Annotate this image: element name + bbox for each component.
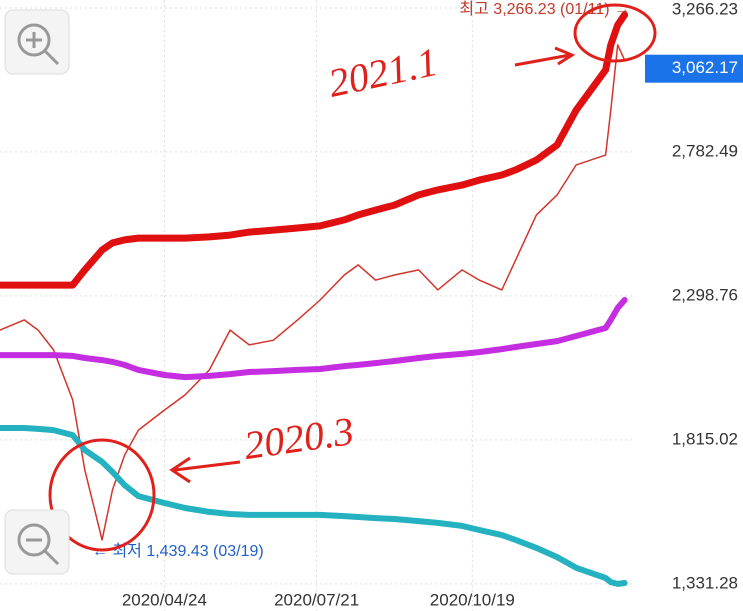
hand-circle xyxy=(48,438,156,552)
zoom-out-button[interactable] xyxy=(4,509,70,575)
series-line xyxy=(0,11,629,289)
zoom-in[interactable] xyxy=(4,9,70,75)
hand-note: 2021.1 xyxy=(324,39,441,106)
x-tick-label: 2020/04/24 xyxy=(122,590,207,609)
y-tick-label: 3,266.23 xyxy=(672,0,738,18)
high-note: 최고 3,266.23 (01/11) → xyxy=(459,0,630,18)
last-price-label: 3,062.17 xyxy=(672,58,738,77)
zoom-in-button[interactable] xyxy=(4,9,70,75)
zoom-icon xyxy=(26,538,60,566)
low-note: ← 최저 1,439.43 (03/19) xyxy=(92,542,264,560)
y-tick-label: 2,782.49 xyxy=(672,141,738,160)
series-line xyxy=(0,44,626,541)
zoom-out[interactable] xyxy=(4,509,70,575)
hand-arrow xyxy=(169,456,241,484)
hand-arrow xyxy=(514,46,576,67)
zoom-icon xyxy=(17,523,51,557)
zoom-icon xyxy=(26,32,60,66)
hand-note: 2020.3 xyxy=(241,408,356,468)
y-tick-label: 2,298.76 xyxy=(672,285,738,304)
y-tick-label: 1,815.02 xyxy=(672,429,738,448)
y-tick-label: 1,331.28 xyxy=(672,573,738,592)
last-price-box xyxy=(645,54,743,83)
series-line xyxy=(0,297,628,381)
zoom-icon xyxy=(17,23,51,57)
x-tick-label: 2020/07/21 xyxy=(274,590,359,609)
x-tick-label: 2020/10/19 xyxy=(430,590,515,609)
series-line xyxy=(0,425,628,587)
hand-circle xyxy=(573,3,657,63)
